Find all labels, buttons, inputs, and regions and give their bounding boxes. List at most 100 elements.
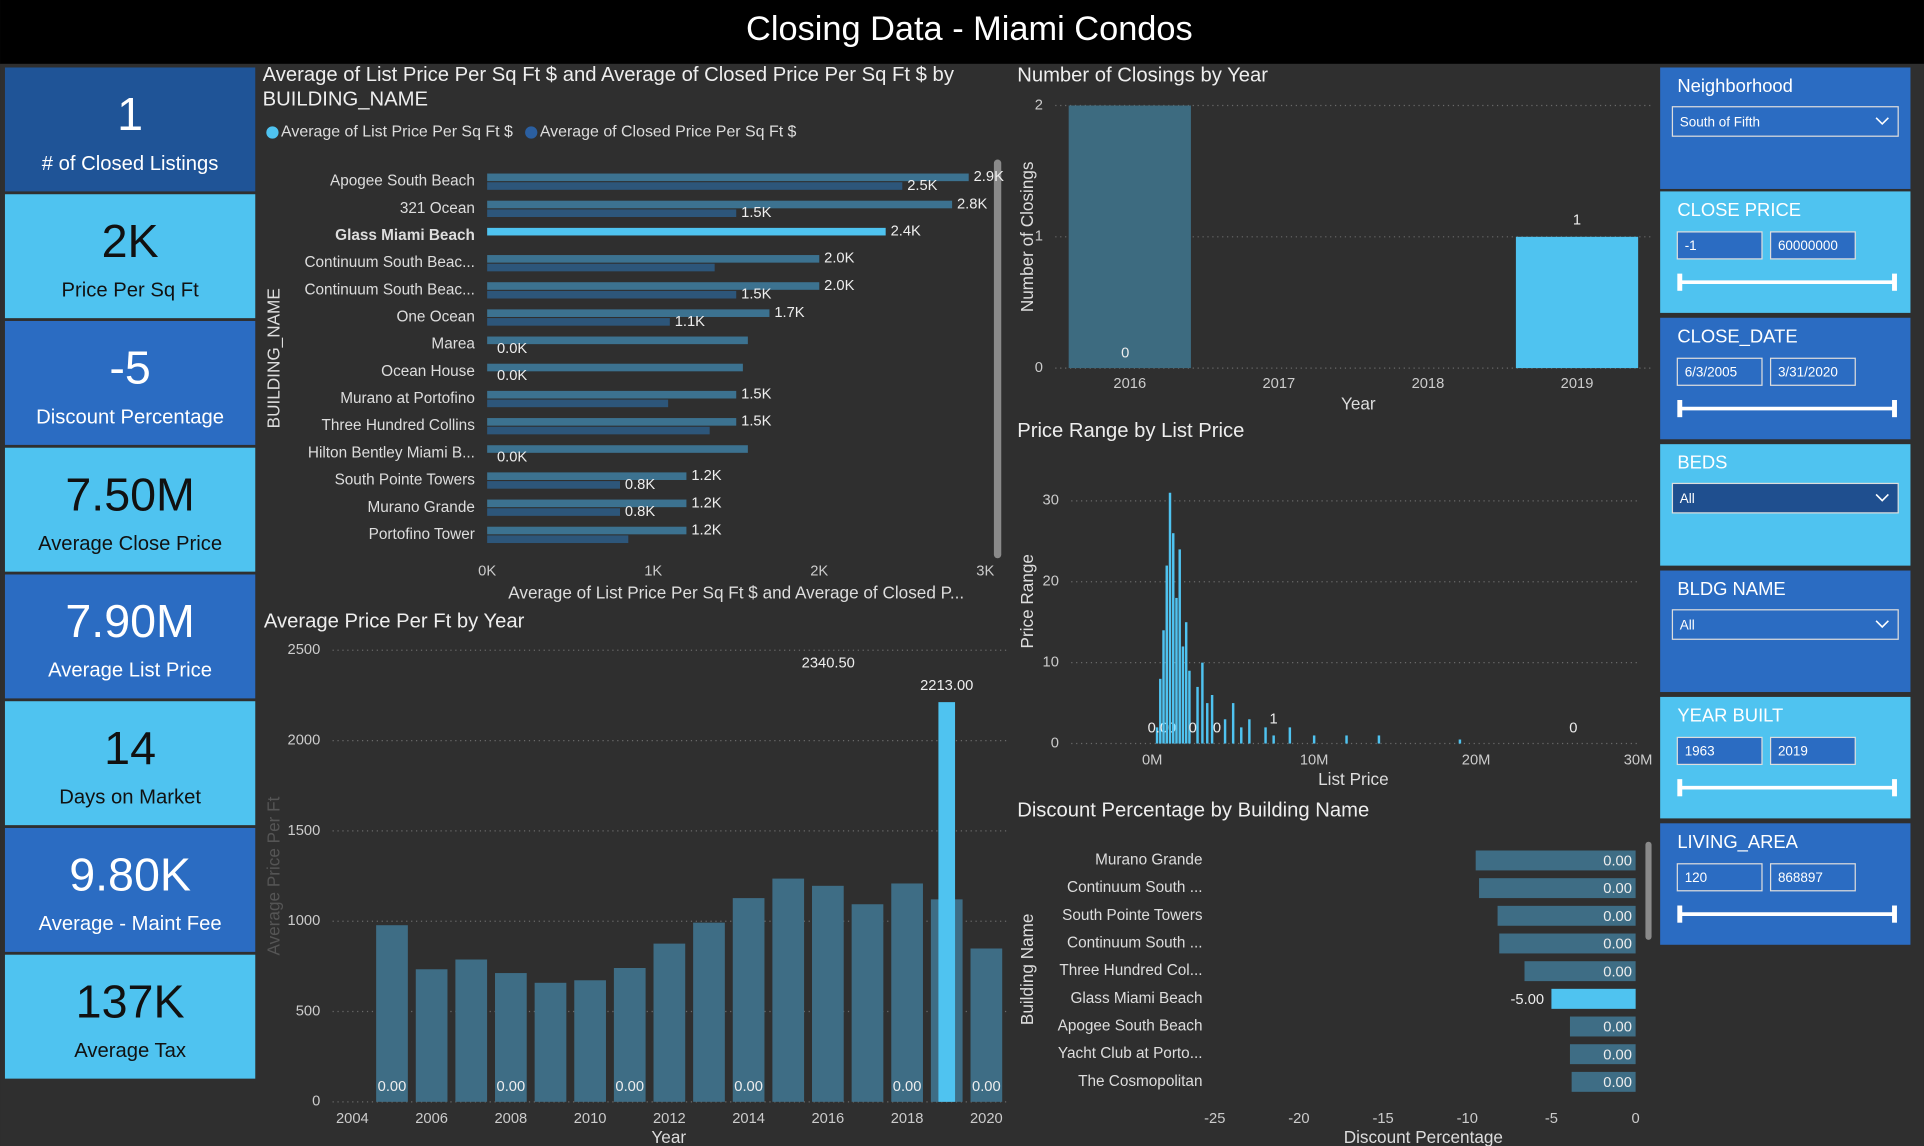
bar [1479, 878, 1636, 899]
range-input[interactable] [1769, 357, 1856, 386]
y-tick-label: 0 [1035, 360, 1043, 376]
bar [1196, 686, 1199, 744]
y-axis-label: Number of Closings [1017, 161, 1037, 312]
y-tick-label: 10 [1043, 655, 1059, 671]
bar [1175, 597, 1178, 744]
kpi-value: 9.80K [69, 849, 191, 901]
bar [487, 209, 737, 218]
data-label: 2.0K [824, 278, 854, 294]
bar [487, 535, 629, 544]
y-tick-label: 1000 [288, 913, 321, 929]
slicer-title: CLOSE_DATE [1677, 325, 1797, 347]
chart-title: Discount Percentage by Building Name [1017, 799, 1369, 821]
kpi-value: 2K [102, 215, 159, 267]
x-tick-label: 3K [976, 564, 994, 580]
bar [1178, 549, 1181, 744]
scrollbar[interactable] [1645, 841, 1652, 940]
data-label: 2213.00 [920, 678, 973, 694]
dropdown-chevron [1875, 117, 1889, 126]
kpi-label: Average List Price [48, 660, 212, 682]
bar [487, 390, 737, 399]
bar [1515, 236, 1639, 369]
bar [534, 982, 567, 1102]
y-tick-label: 0 [1051, 735, 1059, 751]
range-input[interactable] [1676, 736, 1763, 766]
bar [1569, 1016, 1636, 1037]
y-tick-label: One Ocean [396, 309, 474, 326]
bar [1524, 961, 1636, 982]
range-input[interactable] [1676, 357, 1763, 386]
x-tick-label: 2012 [653, 1111, 686, 1127]
x-tick-label: 2006 [415, 1111, 448, 1127]
x-tick-label: 2004 [336, 1111, 369, 1127]
y-tick-label: Continuum South Beac... [304, 281, 474, 298]
bar [487, 418, 737, 426]
slider-handle[interactable] [1892, 905, 1897, 923]
slider-handle[interactable] [1892, 399, 1897, 418]
y-tick-label: Continuum South ... [1067, 935, 1202, 952]
dropdown[interactable] [1671, 106, 1899, 137]
data-label: 0.00 [378, 1079, 407, 1095]
range-value: 1963 [1685, 744, 1715, 759]
bar [891, 883, 923, 1102]
y-tick-label: Murano Grande [368, 499, 475, 516]
y-tick-label: South Pointe Towers [1062, 907, 1203, 924]
x-tick-label: -20 [1288, 1111, 1309, 1127]
data-label: 1.7K [774, 305, 804, 321]
range-input[interactable] [1769, 736, 1856, 766]
y-tick-label: South Pointe Towers [335, 472, 476, 489]
slider-handle[interactable] [1677, 779, 1683, 797]
y-tick-label: 1500 [288, 823, 321, 839]
x-tick-label: 10M [1300, 753, 1329, 769]
bar [487, 399, 669, 408]
bar [1551, 988, 1636, 1009]
x-tick-label: -10 [1457, 1111, 1478, 1127]
slider-handle[interactable] [1892, 273, 1897, 291]
data-label: 1 [1270, 711, 1278, 727]
y-tick-label: The Cosmopolitan [1078, 1073, 1202, 1090]
bar [1377, 735, 1381, 744]
bar [1264, 727, 1267, 744]
range-value: 60000000 [1778, 238, 1838, 253]
range-input[interactable] [1769, 863, 1856, 892]
bar [1184, 622, 1188, 744]
bar [1240, 727, 1243, 744]
slider-handle[interactable] [1677, 399, 1683, 418]
y-tick-label: 321 Ocean [400, 200, 475, 217]
slider-handle[interactable] [1892, 779, 1897, 797]
data-label: 2.4K [891, 224, 921, 240]
kpi-label: # of Closed Listings [42, 153, 219, 175]
x-axis-label: Year [651, 1127, 686, 1146]
slider-handle[interactable] [1677, 905, 1683, 923]
slider-handle[interactable] [1677, 273, 1683, 291]
legend-label: Average of List Price Per Sq Ft $ [281, 124, 513, 141]
data-label: 0 [1569, 721, 1577, 737]
bar [1168, 492, 1172, 744]
bar [487, 173, 969, 182]
x-tick-label: 2016 [1113, 376, 1146, 392]
dropdown[interactable] [1671, 482, 1899, 514]
dropdown[interactable] [1671, 609, 1899, 640]
data-label: 0 [1189, 721, 1197, 737]
y-tick-label: Murano Grande [1095, 852, 1202, 869]
x-tick-label: 2017 [1262, 376, 1295, 392]
range-input[interactable] [1676, 231, 1763, 260]
bar [1210, 695, 1214, 744]
data-label: 0.00 [497, 1079, 526, 1095]
slicer-title: YEAR BUILT [1677, 704, 1783, 725]
bar [1345, 735, 1348, 744]
bar [1475, 850, 1636, 871]
range-input[interactable] [1676, 863, 1763, 892]
data-label: 1.5K [741, 287, 771, 303]
x-tick-label: 2020 [970, 1111, 1003, 1127]
x-tick-label: 1K [644, 564, 662, 580]
range-value: 120 [1685, 870, 1707, 885]
y-axis-label: Price Range [1017, 554, 1037, 648]
scrollbar[interactable] [993, 159, 1002, 559]
range-input[interactable] [1769, 231, 1856, 260]
bar [487, 526, 687, 535]
data-label: 0.00 [1603, 854, 1632, 870]
y-tick-label: Three Hundred Col... [1059, 962, 1202, 979]
